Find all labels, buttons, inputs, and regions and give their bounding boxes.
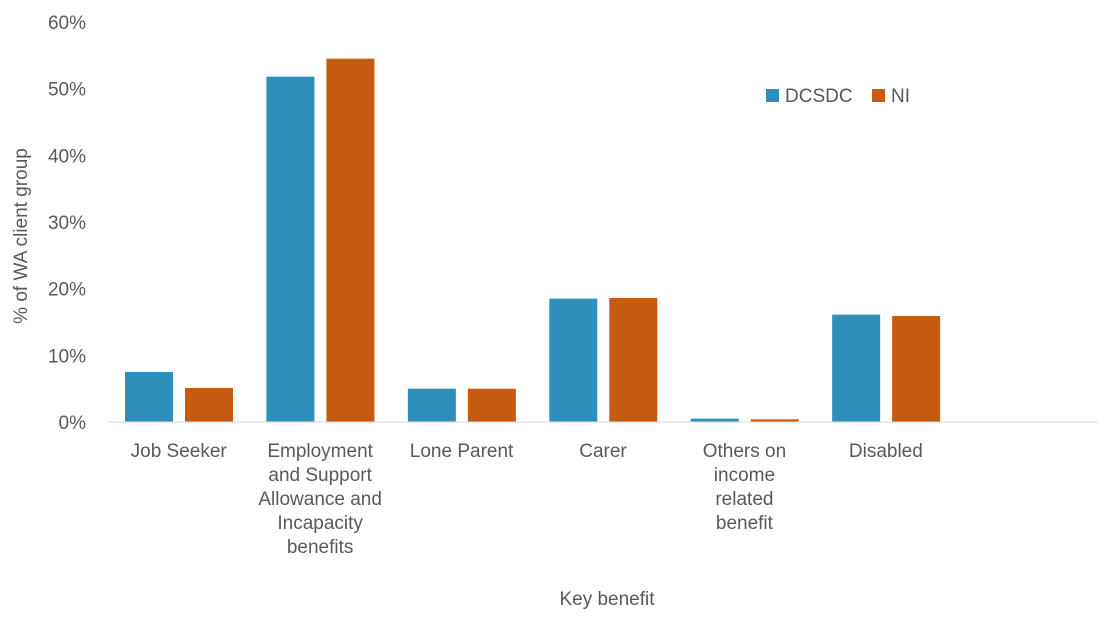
legend-label-dcsdc: DCSDC [785, 86, 853, 107]
y-tick-label: 10% [48, 346, 86, 367]
bar-ni-1 [326, 58, 375, 423]
x-tick-label: benefits [287, 537, 354, 558]
legend-swatch-dcsdc [766, 89, 779, 102]
x-tick-label: Disabled [849, 441, 923, 462]
bar-dcsdc-4 [690, 418, 739, 422]
x-axis-category-labels: Job Seeker Employment and Support Allowance… [131, 441, 923, 558]
x-tick-label: Others on [703, 441, 786, 462]
bar-dcsdc-0 [125, 372, 173, 422]
bar-ni-5 [892, 316, 941, 422]
bar-ni-3 [609, 298, 658, 422]
x-tick-label: Lone Parent [410, 441, 514, 462]
bars [125, 58, 941, 423]
x-tick-label: Employment [267, 441, 373, 462]
bar-ni-0 [185, 388, 233, 422]
bar-dcsdc-2 [407, 388, 456, 422]
bar-dcsdc-3 [549, 298, 598, 422]
y-axis-ticks: 0% 10% 20% 30% 40% 50% 60% [48, 13, 86, 434]
bar-dcsdc-5 [832, 314, 881, 422]
y-tick-label: 0% [59, 413, 87, 434]
x-axis-title: Key benefit [559, 589, 655, 610]
bar-ni-4 [750, 419, 799, 422]
y-tick-label: 60% [48, 13, 86, 34]
y-tick-label: 50% [48, 80, 86, 101]
legend: DCSDC NI [766, 86, 910, 107]
x-tick-label: related [715, 489, 773, 510]
y-tick-label: 40% [48, 146, 86, 167]
y-tick-label: 20% [48, 280, 86, 301]
x-tick-label: income [714, 465, 775, 486]
bar-dcsdc-1 [266, 76, 315, 423]
bar-ni-2 [467, 388, 516, 422]
x-tick-label: and Support [268, 465, 372, 486]
x-tick-label: Carer [579, 441, 627, 462]
x-tick-label: Allowance and [258, 489, 382, 510]
x-tick-label: Incapacity [277, 513, 363, 534]
y-axis-title: % of WA client group [11, 148, 32, 324]
y-tick-label: 30% [48, 213, 86, 234]
x-tick-label: benefit [716, 513, 774, 534]
legend-label-ni: NI [891, 86, 910, 107]
x-tick-label: Job Seeker [131, 441, 228, 462]
legend-swatch-ni [872, 89, 885, 102]
